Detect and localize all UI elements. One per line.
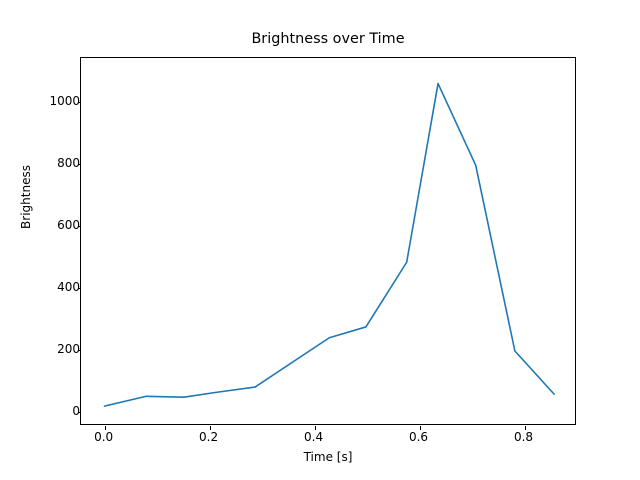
x-tick-label: 0.8 <box>513 430 534 444</box>
y-axis-tick-labels: 0 200 400 600 800 1000 <box>14 57 80 425</box>
x-axis-label: Time [s] <box>303 450 353 464</box>
y-tick-label: 600 <box>57 218 80 233</box>
y-tick-label: 800 <box>57 156 80 171</box>
chart-title: Brightness over Time <box>251 31 405 47</box>
x-tick-label: 0.4 <box>304 430 324 444</box>
x-tick-label: 0.6 <box>408 430 429 444</box>
y-tick-label: 0 <box>72 404 80 419</box>
x-axis-tick-labels: 0.0 0.2 0.4 0.6 0.8 <box>80 425 576 455</box>
y-tick-label: 400 <box>57 280 80 295</box>
y-tick-label: 1000 <box>49 94 80 109</box>
x-tick-label: 0.0 <box>94 430 114 444</box>
x-tick-label: 0.2 <box>199 430 219 444</box>
plot-area <box>77 57 576 430</box>
brightness-line-series <box>103 82 555 407</box>
data-line-svg <box>103 82 555 407</box>
y-tick-label: 200 <box>57 342 80 357</box>
